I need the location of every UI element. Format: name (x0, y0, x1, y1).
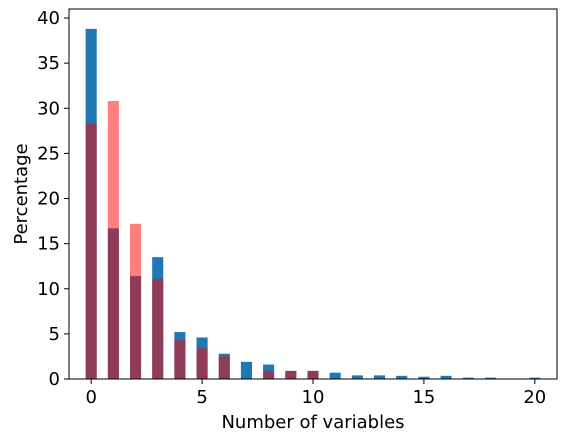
bar-series1-x7 (240, 361, 252, 379)
bar-series1-x12 (351, 375, 363, 379)
x-tick-label: 15 (412, 387, 435, 408)
x-tick-label: 20 (523, 387, 546, 408)
y-tick-label: 5 (49, 324, 60, 345)
y-tick-label: 30 (37, 98, 60, 119)
ticks-layer: 0 5 10 15 20 0 5 10 15 20 25 30 35 40 (37, 8, 546, 408)
bar-series1-x14 (396, 375, 408, 379)
y-tick-label: 25 (37, 143, 60, 164)
y-axis-label: Percentage (11, 143, 32, 244)
bars-layer (85, 28, 541, 380)
bar-series2-x6 (218, 356, 230, 379)
bar-series1-x16 (440, 375, 452, 379)
y-tick-label: 0 (49, 369, 60, 390)
bar-series2-x5 (196, 348, 208, 379)
bar-series2-x3 (152, 278, 164, 379)
bar-series2-x0 (85, 123, 97, 379)
y-tick-label: 35 (37, 53, 60, 74)
x-tick-label: 5 (196, 387, 207, 408)
y-tick-label: 20 (37, 189, 60, 210)
bar-series1-x15 (418, 376, 430, 379)
bar-series1-x18 (484, 377, 496, 379)
bar-series2-x2 (130, 223, 142, 379)
bar-series1-x20 (529, 377, 541, 379)
y-tick-label: 10 (37, 279, 60, 300)
x-tick-label: 10 (302, 387, 325, 408)
x-axis-label: Number of variables (221, 412, 404, 433)
plot-frame (68, 8, 558, 380)
bar-series1-x11 (329, 372, 341, 379)
bar-series2-x10 (307, 370, 319, 379)
y-tick-label: 15 (37, 234, 60, 255)
bar-series2-x8 (263, 370, 275, 379)
bar-series2-x9 (285, 370, 297, 379)
bar-series1-x17 (462, 377, 474, 379)
bar-series2-x4 (174, 340, 186, 379)
y-tick-label: 40 (37, 8, 60, 29)
bar-series1-x13 (374, 375, 386, 379)
x-tick-label: 0 (85, 387, 96, 408)
bar-series2-x1 (107, 101, 119, 380)
